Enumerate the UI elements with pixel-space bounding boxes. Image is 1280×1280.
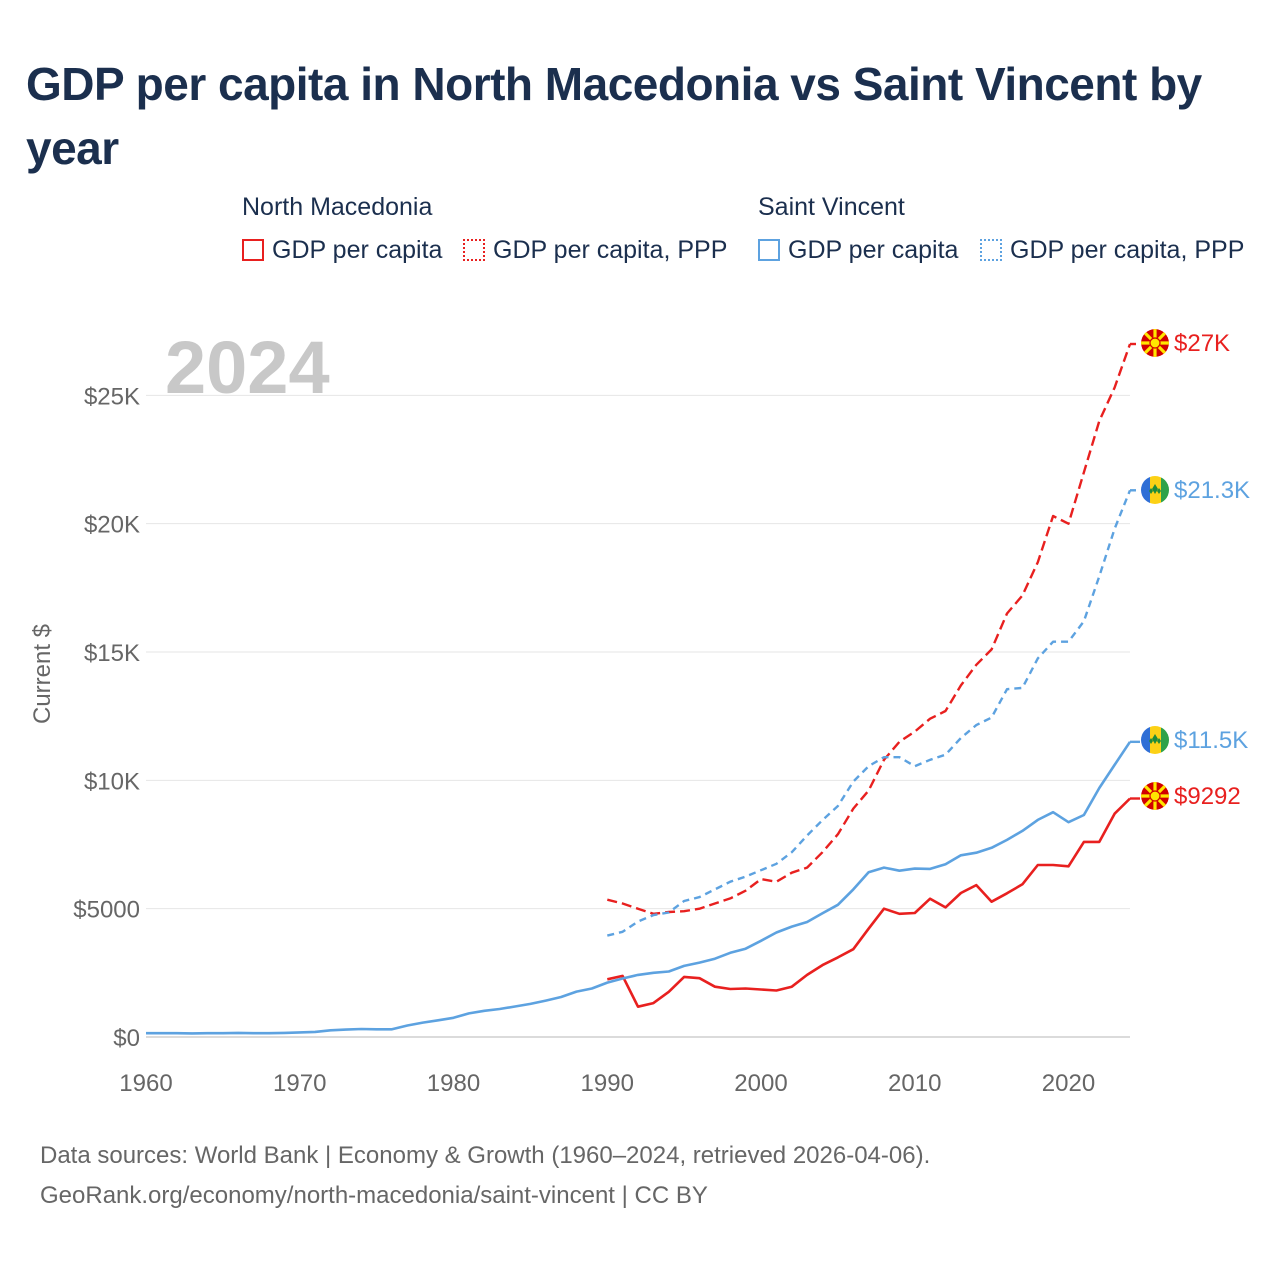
end-label-vc-gdp: $11.5K xyxy=(1174,727,1248,754)
legend-swatch-dotted-blue xyxy=(980,239,1002,261)
legend-item-mk-gdp[interactable]: GDP per capita xyxy=(242,233,442,267)
y-tick-label: $25K xyxy=(84,383,140,410)
x-tick-label: 1970 xyxy=(273,1070,326,1097)
legend-group-north-macedonia: North Macedonia xyxy=(242,193,433,221)
legend-swatch-solid-red xyxy=(242,239,264,261)
north-macedonia-flag-icon xyxy=(1141,329,1169,357)
legend-swatch-solid-blue xyxy=(758,239,780,261)
legend-item-vc-ppp[interactable]: GDP per capita, PPP xyxy=(980,233,1244,267)
x-tick-label: 1980 xyxy=(427,1070,480,1097)
legend-swatch-dotted-red xyxy=(463,239,485,261)
data-sources-text: Data sources: World Bank | Economy & Gro… xyxy=(40,1142,931,1169)
series-line-mk-ppp xyxy=(607,343,1132,915)
y-axis: $0 $5000 $10K $15K $20K $25K xyxy=(73,383,140,1052)
y-tick-label: $20K xyxy=(84,512,140,539)
series-line-mk-gdp xyxy=(607,797,1131,1009)
chart-title: GDP per capita in North Macedonia vs Sai… xyxy=(26,58,1202,174)
x-tick-label: 2020 xyxy=(1042,1070,1095,1097)
y-tick-label: $15K xyxy=(84,640,140,667)
y-tick-label: $5000 xyxy=(73,897,140,924)
north-macedonia-flag-icon xyxy=(1141,782,1169,810)
year-watermark: 2024 xyxy=(165,326,330,409)
series-line-vc-ppp xyxy=(607,489,1132,937)
saint-vincent-flag-icon xyxy=(1141,726,1169,754)
y-axis-title: Current $ xyxy=(29,624,56,724)
x-tick-label: 2000 xyxy=(734,1070,787,1097)
legend-label: GDP per capita, PPP xyxy=(493,235,728,264)
y-tick-label: $0 xyxy=(113,1025,140,1052)
end-label-mk-gdp: $9292 xyxy=(1174,783,1241,810)
series-lines xyxy=(146,342,1140,1035)
y-tick-label: $10K xyxy=(84,768,140,795)
end-label-vc-ppp: $21.3K xyxy=(1174,477,1250,504)
legend-label: GDP per capita, PPP xyxy=(1010,235,1245,264)
x-axis: 1960 1970 1980 1990 2000 2010 2020 xyxy=(119,1070,1095,1097)
legend-item-vc-gdp[interactable]: GDP per capita xyxy=(758,233,958,267)
end-label-mk-ppp: $27K xyxy=(1174,330,1230,357)
gridlines xyxy=(146,394,1130,1038)
legend-group-saint-vincent: Saint Vincent xyxy=(758,193,905,221)
source-link[interactable]: GeoRank.org/economy/north-macedonia/sain… xyxy=(40,1182,708,1209)
legend-label: GDP per capita xyxy=(272,235,443,264)
footer: Data sources: World Bank | Economy & Gro… xyxy=(40,1136,930,1216)
x-tick-label: 1990 xyxy=(581,1070,634,1097)
saint-vincent-flag-icon xyxy=(1141,476,1169,504)
series-line-vc-gdp xyxy=(146,741,1132,1035)
legend-item-mk-ppp[interactable]: GDP per capita, PPP xyxy=(463,233,727,267)
x-tick-label: 2010 xyxy=(888,1070,941,1097)
line-chart: 2024 $0 $5000 $10K $15K $20K $25K 1960 1970 198… xyxy=(29,326,1250,1097)
x-tick-label: 1960 xyxy=(119,1070,172,1097)
legend-label: GDP per capita xyxy=(788,235,959,264)
